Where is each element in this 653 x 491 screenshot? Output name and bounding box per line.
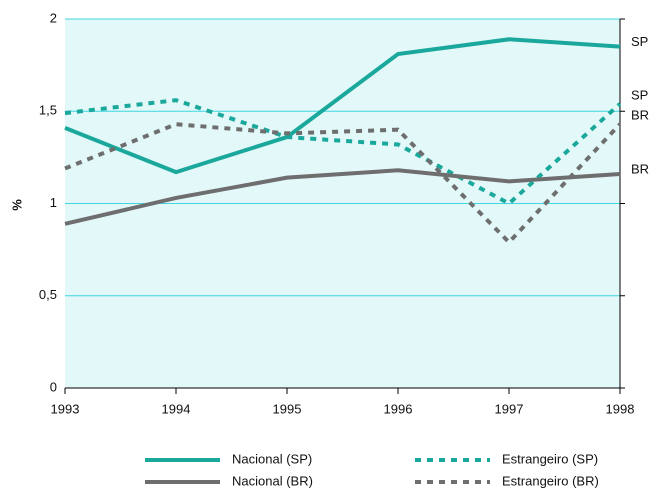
y-axis-label: %	[9, 199, 24, 211]
series-line	[64, 168, 621, 226]
y-tick-label: 1	[50, 195, 57, 210]
end-label: SP	[631, 87, 648, 102]
legend-label: Estrangeiro (BR)	[502, 473, 599, 488]
legend-label: Nacional (SP)	[232, 451, 312, 466]
x-tick-label: 1993	[51, 401, 80, 416]
x-tick-label: 1998	[606, 401, 635, 416]
series-line	[64, 122, 622, 246]
y-tick-label: 0	[50, 379, 57, 394]
legend-label: Nacional (BR)	[232, 473, 313, 488]
x-tick-label: 1995	[273, 401, 302, 416]
legend-label: Estrangeiro (SP)	[502, 451, 598, 466]
end-label: SP	[631, 34, 648, 49]
x-tick-label: 1997	[495, 401, 524, 416]
y-tick-label: 2	[50, 10, 57, 25]
series-line	[64, 37, 621, 175]
x-tick-label: 1996	[384, 401, 413, 416]
x-tick-label: 1994	[162, 401, 191, 416]
y-tick-label: 1,5	[39, 103, 57, 118]
end-label: BR	[631, 161, 649, 176]
end-label: BR	[631, 108, 649, 123]
y-tick-label: 0,5	[39, 287, 57, 302]
